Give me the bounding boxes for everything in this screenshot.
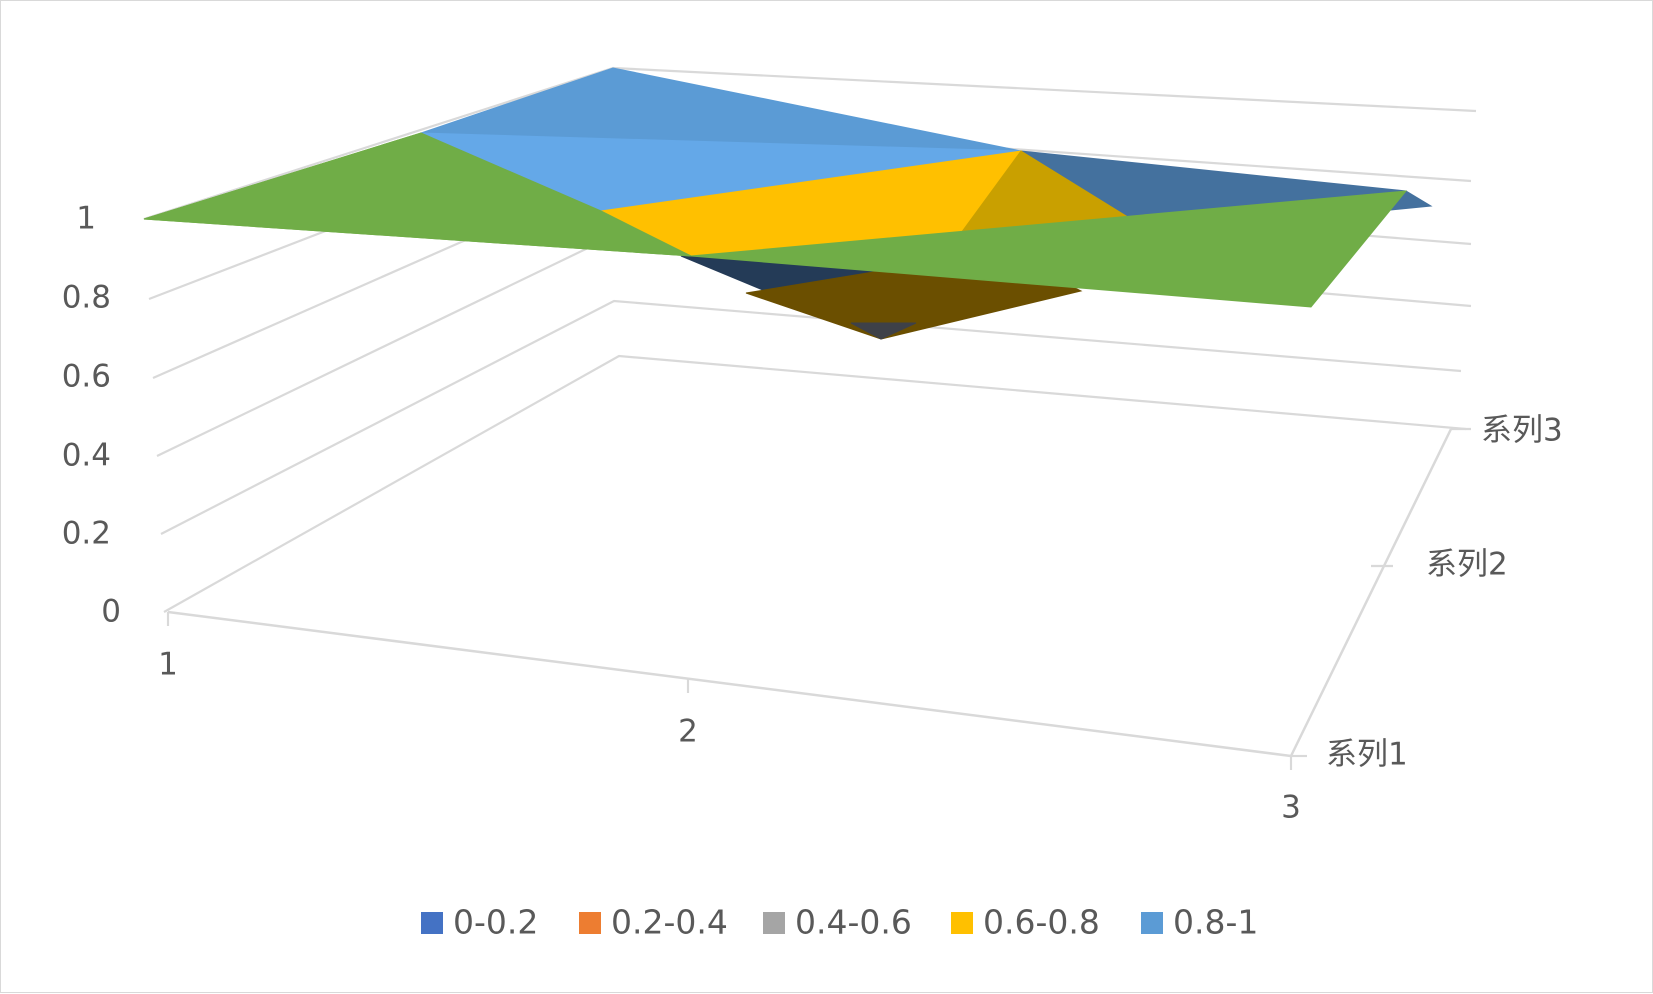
legend-item-1: 0.2-0.4: [579, 903, 728, 942]
surface-plot: [143, 67, 1433, 340]
legend: 0-0.2 0.2-0.4 0.4-0.6 0.6-0.8 0.8-1: [421, 903, 1258, 942]
legend-swatch-1: [579, 912, 601, 934]
series-label-1: 系列2: [1426, 547, 1508, 583]
legend-label-2: 0.4-0.6: [795, 903, 912, 942]
legend-swatch-2: [763, 912, 785, 934]
axis-labels: 0 0.2 0.4 0.6 0.8 1 1 2 3 系列1 系列2 系列3: [62, 201, 1563, 826]
legend-swatch-4: [1141, 912, 1163, 934]
x-category-label-0: 1: [158, 647, 178, 683]
legend-item-4: 0.8-1: [1141, 903, 1258, 942]
floor-right-edge: [1289, 428, 1453, 757]
gridline-1: [160, 299, 1462, 535]
legend-label-4: 0.8-1: [1173, 903, 1258, 942]
gridline-0: [163, 354, 1467, 613]
series-label-0: 系列1: [1326, 737, 1408, 773]
z-tick-label-5: 1: [76, 201, 96, 237]
legend-swatch-0: [421, 912, 443, 934]
z-tick-label-0: 0: [101, 594, 121, 630]
x-category-label-2: 3: [1281, 790, 1301, 826]
legend-label-0: 0-0.2: [453, 903, 538, 942]
legend-swatch-3: [951, 912, 973, 934]
surface-front-mid: [143, 132, 692, 257]
series-label-2: 系列3: [1481, 413, 1563, 449]
x-category-label-1: 2: [678, 714, 698, 750]
floor-front-edge: [167, 610, 1292, 758]
legend-label-1: 0.2-0.4: [611, 903, 728, 942]
z-tick-label-1: 0.2: [62, 516, 111, 552]
legend-label-3: 0.6-0.8: [983, 903, 1100, 942]
z-tick-label-4: 0.8: [62, 280, 111, 316]
z-tick-label-2: 0.4: [62, 438, 111, 474]
legend-item-0: 0-0.2: [421, 903, 538, 942]
surface-dark-gray: [850, 322, 917, 340]
legend-item-2: 0.4-0.6: [763, 903, 912, 942]
z-tick-label-3: 0.6: [62, 359, 111, 395]
surface-front-band: [690, 190, 1408, 308]
legend-item-3: 0.6-0.8: [951, 903, 1100, 942]
